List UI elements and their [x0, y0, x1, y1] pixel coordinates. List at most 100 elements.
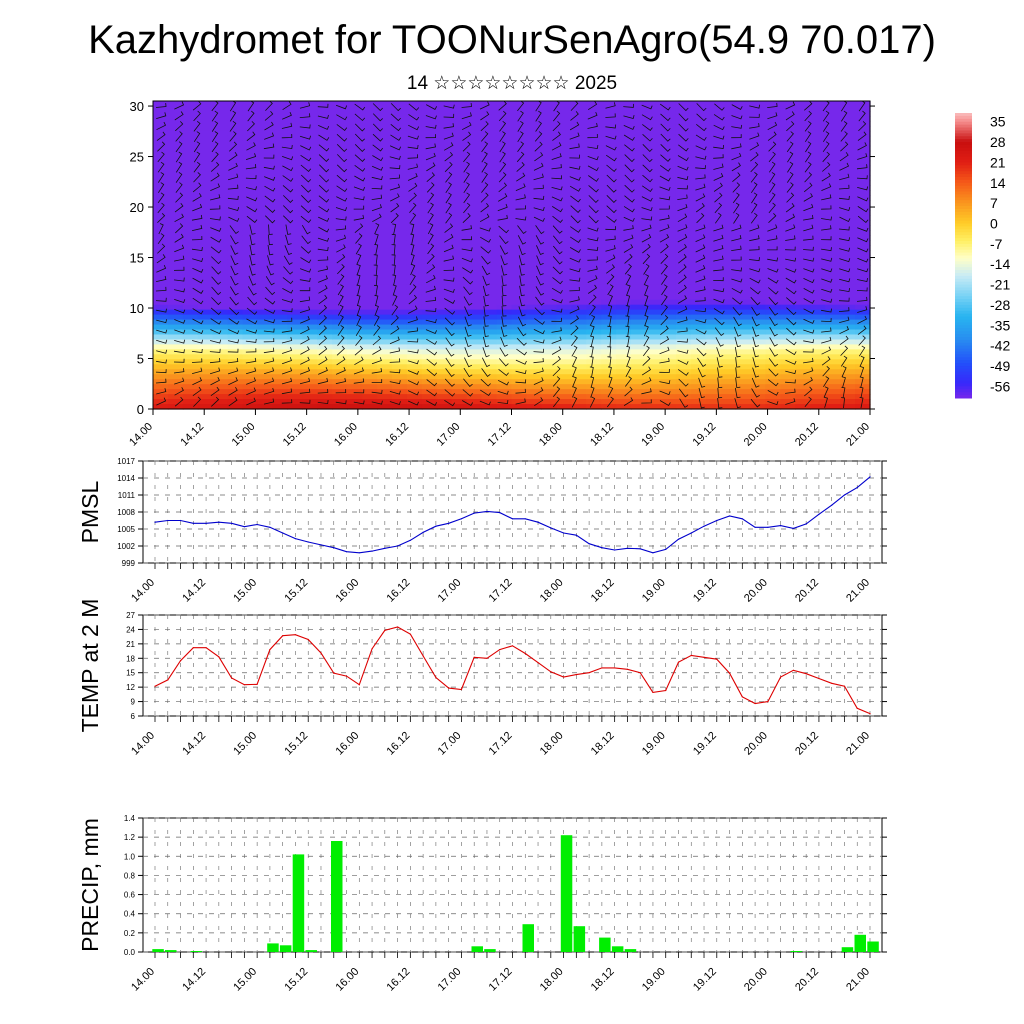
heatmap-cell [227, 319, 244, 326]
heatmap-cell [750, 359, 767, 365]
heatmap-cell [690, 225, 707, 231]
y-tick-label: 0 [137, 402, 144, 417]
heatmap-cell [750, 294, 767, 301]
colorbar-step [955, 272, 972, 277]
heatmap-cell [541, 115, 557, 122]
wind-barb [535, 275, 544, 286]
heatmap-cell [660, 170, 677, 177]
heatmap-cell [616, 101, 632, 107]
temp-point [601, 667, 603, 669]
heatmap-cell [750, 259, 767, 266]
heatmap-cell [705, 284, 722, 291]
wind-barb [840, 345, 849, 356]
heatmap-cell [511, 205, 528, 211]
wind-barb [677, 305, 688, 314]
heatmap-cell [616, 259, 632, 266]
wind-barb [192, 257, 204, 262]
temp-point [703, 656, 705, 658]
heatmap-cell [571, 384, 587, 390]
heatmap-cell [810, 180, 826, 187]
heatmap-cell [586, 359, 602, 365]
wind-barb [587, 265, 598, 272]
heatmap-cell [362, 105, 378, 112]
wind-barb [444, 389, 456, 397]
heatmap-cell [586, 349, 602, 355]
wind-barb [425, 115, 437, 120]
heatmap-cell [302, 200, 318, 206]
heatmap-cell [586, 309, 602, 316]
heatmap-cell [257, 150, 274, 157]
wind-barb [193, 161, 201, 173]
heatmap-cell [227, 259, 244, 266]
heatmap-cell [347, 349, 363, 355]
heatmap-cell [317, 160, 333, 167]
wind-barb [318, 144, 330, 152]
heatmap-cell [406, 389, 423, 395]
heatmap-cell [720, 255, 737, 261]
heatmap-cell [645, 240, 662, 246]
wind-barb [389, 369, 401, 374]
heatmap-cell [212, 135, 229, 142]
heatmap-cell [436, 165, 453, 172]
heatmap-cell [556, 394, 572, 400]
wind-barb [857, 257, 869, 263]
heatmap-cell [227, 394, 244, 400]
heatmap-cell [705, 349, 722, 355]
x-tick-label: 15.00 [231, 966, 259, 994]
heatmap-cell [466, 264, 483, 271]
heatmap-cell [392, 259, 408, 266]
heatmap-cell [840, 394, 856, 400]
heatmap-cell [780, 225, 796, 231]
heatmap-cell [197, 334, 214, 341]
heatmap-cell [705, 200, 722, 206]
pmsl-point [703, 525, 705, 527]
wind-barb [355, 243, 362, 255]
x-tick-label: 20.00 [742, 421, 770, 449]
heatmap-cell [840, 329, 856, 336]
heatmap-cell [705, 264, 722, 271]
heatmap-cell [675, 389, 692, 395]
temp-point [358, 684, 360, 686]
wind-barb [569, 305, 580, 314]
wind-barb [481, 357, 491, 368]
heatmap-cell [182, 215, 199, 221]
wind-barb [751, 202, 758, 214]
heatmap-cell [242, 284, 259, 291]
heatmap-cell [526, 255, 542, 261]
heatmap-cell [675, 140, 692, 147]
heatmap-cell [571, 309, 587, 316]
wind-barb [660, 243, 669, 254]
heatmap-cell [511, 384, 528, 390]
wind-barb [677, 165, 689, 171]
wind-barb [230, 255, 239, 266]
heatmap-cell [272, 150, 289, 157]
heatmap-cell [496, 225, 513, 231]
wind-barb [804, 386, 813, 397]
heatmap-cell [571, 314, 587, 321]
heatmap-cell [855, 140, 871, 147]
heatmap-cell [496, 384, 513, 390]
heatmap-cell [362, 190, 378, 196]
heatmap-cell [705, 235, 722, 241]
wind-barb [732, 307, 743, 316]
heatmap-cell [675, 359, 692, 365]
heatmap-cell [616, 195, 632, 201]
heatmap-cell [765, 225, 781, 231]
heatmap-cell [272, 374, 289, 380]
heatmap-cell [257, 309, 274, 316]
wind-barb [481, 161, 488, 173]
heatmap-cell [645, 235, 662, 241]
wind-barb [300, 336, 310, 345]
heatmap-cell [645, 180, 662, 187]
wind-barb [733, 202, 740, 214]
heatmap-cell [645, 125, 662, 132]
wind-barb [769, 182, 776, 194]
heatmap-cell [810, 245, 826, 251]
heatmap-cell [436, 190, 453, 196]
colorbar-step [955, 293, 972, 297]
heatmap-cell [332, 205, 348, 211]
heatmap-cell [167, 279, 184, 286]
x-tick-label: 16.12 [383, 421, 411, 449]
x-tick-label: 14.12 [178, 421, 206, 449]
wind-barb [696, 348, 707, 357]
